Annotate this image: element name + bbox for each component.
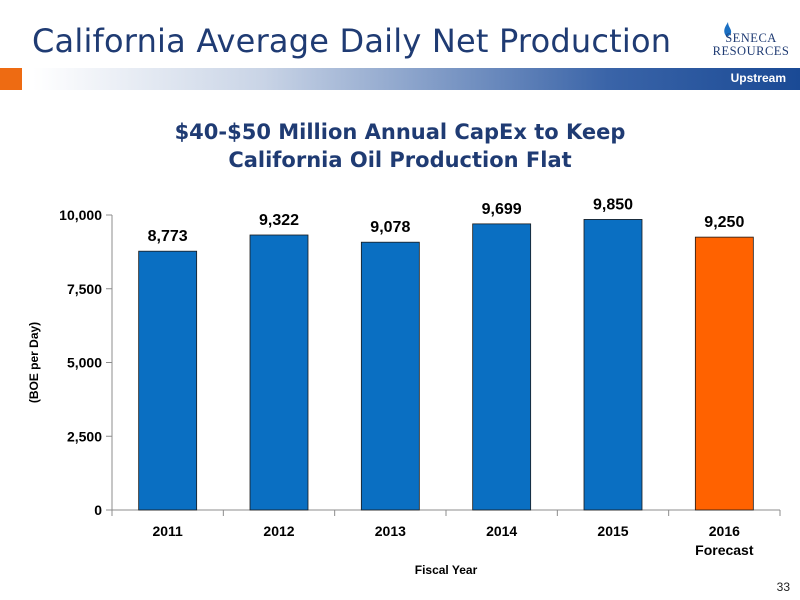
x-tick-sublabel: Forecast <box>695 542 754 558</box>
x-tick-label: 2011 <box>152 523 183 539</box>
bar <box>583 219 643 511</box>
logo-line1: SENECA <box>725 31 777 45</box>
bar <box>360 241 420 511</box>
bar <box>694 236 754 511</box>
bar <box>472 223 532 511</box>
slide-title: California Average Daily Net Production <box>32 22 672 60</box>
bar <box>249 234 309 511</box>
bar <box>138 250 198 511</box>
y-tick-label: 0 <box>94 502 102 518</box>
page-number: 33 <box>776 580 790 594</box>
x-tick-label: 2016 <box>709 523 740 539</box>
x-tick-label: 2015 <box>597 523 628 539</box>
data-label: 8,773 <box>148 228 188 245</box>
data-label: 9,699 <box>482 201 522 218</box>
y-tick-label: 10,000 <box>59 207 102 223</box>
y-tick-label: 5,000 <box>67 355 102 371</box>
chart-title: $40-$50 Million Annual CapEx to Keep Cal… <box>0 118 800 174</box>
banner-accent <box>0 68 22 90</box>
y-axis-label: (BOE per Day) <box>27 322 41 403</box>
section-label: Upstream <box>730 71 786 85</box>
chart-title-line2: California Oil Production Flat <box>228 148 572 172</box>
x-axis-label: Fiscal Year <box>415 563 478 577</box>
x-tick-label: 2012 <box>263 523 294 539</box>
data-label: 9,850 <box>593 196 633 213</box>
y-tick-label: 2,500 <box>67 428 102 444</box>
section-banner: Upstream <box>0 68 800 90</box>
x-tick-label: 2014 <box>486 523 517 539</box>
data-label: 9,078 <box>370 219 410 236</box>
logo-line2: RESOURCES <box>712 44 790 58</box>
flame-icon <box>724 22 732 37</box>
company-logo: SENECA RESOURCES <box>706 20 796 66</box>
banner-bar <box>33 68 800 90</box>
data-label: 9,322 <box>259 212 299 229</box>
y-tick-label: 7,500 <box>67 281 102 297</box>
chart-title-line1: $40-$50 Million Annual CapEx to Keep <box>174 120 626 144</box>
x-tick-label: 2013 <box>375 523 406 539</box>
data-label: 9,250 <box>704 214 744 231</box>
